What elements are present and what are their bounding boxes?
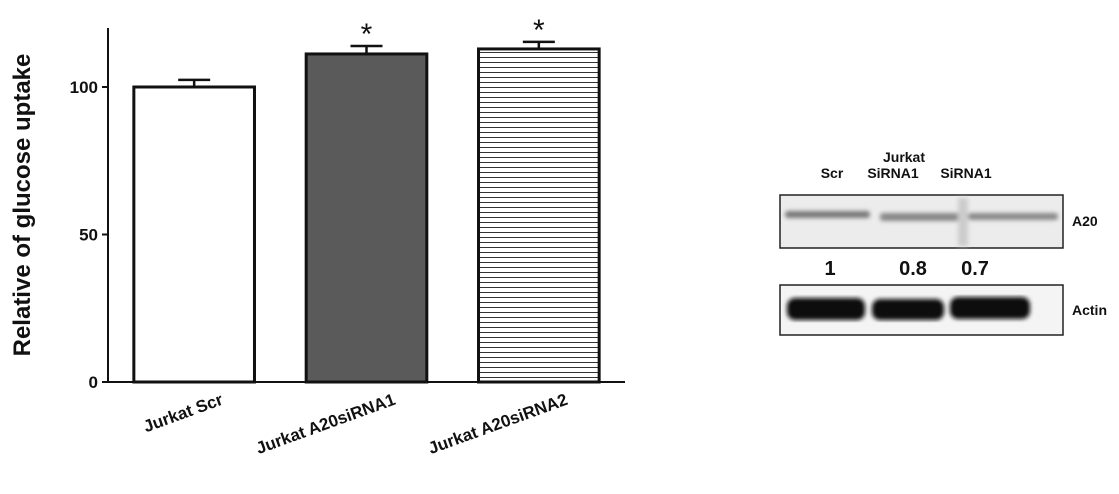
x-tick-label: Jurkat A20siRNA2 bbox=[426, 390, 570, 458]
bar bbox=[479, 49, 600, 382]
lane-label: SiRNA1 bbox=[867, 165, 919, 181]
quantification: 1 bbox=[824, 258, 835, 280]
blot-actin bbox=[780, 285, 1063, 335]
y-tick-label: 0 bbox=[89, 373, 98, 392]
quantification: 0.7 bbox=[961, 258, 989, 280]
x-tick-label: Jurkat Scr bbox=[141, 390, 226, 436]
significance-mark: * bbox=[533, 14, 545, 47]
bar bbox=[134, 87, 255, 382]
y-axis-label: Relative of glucose uptake bbox=[9, 54, 36, 357]
protein-label: A20 bbox=[1072, 213, 1098, 229]
blot-a20 bbox=[780, 195, 1063, 248]
figure: Relative of glucose uptake Jurkat Scr Si… bbox=[0, 0, 1119, 489]
quantification: 0.8 bbox=[899, 258, 927, 280]
blot-group: Jurkat bbox=[883, 149, 925, 165]
y-tick-label: 50 bbox=[79, 226, 98, 245]
y-tick-label: 100 bbox=[70, 78, 98, 97]
bar bbox=[306, 54, 427, 382]
x-tick-label: Jurkat A20siRNA1 bbox=[253, 390, 397, 458]
lane-label: Scr bbox=[821, 165, 844, 181]
significance-mark: * bbox=[361, 18, 373, 51]
lane-label: SiRNA1 bbox=[940, 165, 992, 181]
protein-label: Actin bbox=[1072, 302, 1107, 318]
